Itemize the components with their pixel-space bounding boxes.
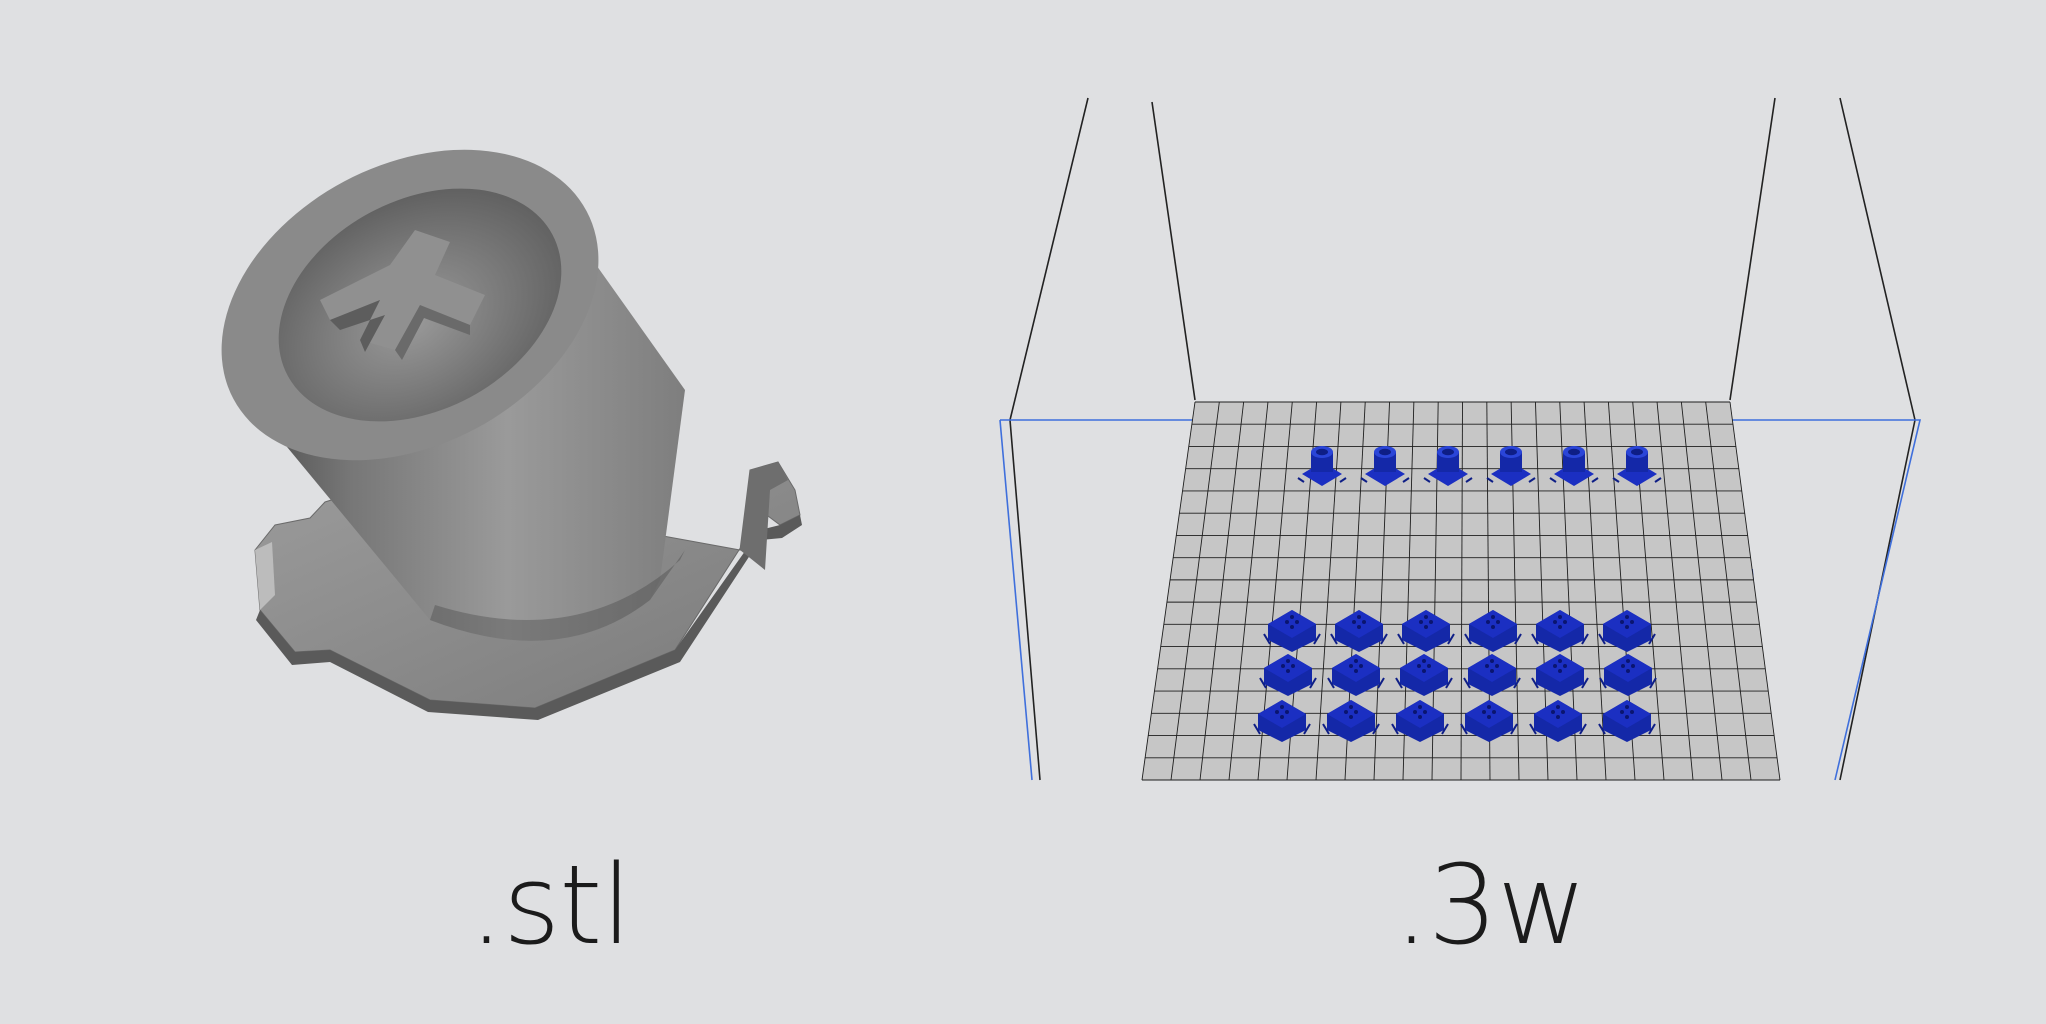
build-volume-render <box>999 97 1922 781</box>
grid-line-v <box>1680 401 1723 781</box>
large-part <box>1598 700 1656 742</box>
3w-label: .3w <box>1394 841 1587 969</box>
grid-line-v <box>1656 401 1694 781</box>
stl-model-view <box>180 130 900 750</box>
cross-key <box>320 230 485 360</box>
parts-layout <box>1253 446 1662 742</box>
3w-build-plate-view <box>980 80 1960 800</box>
large-part <box>1460 700 1518 742</box>
grid-line-v <box>1228 401 1269 781</box>
large-part <box>1531 654 1589 696</box>
large-part <box>1529 700 1587 742</box>
large-part <box>1463 654 1521 696</box>
large-part <box>1330 610 1388 652</box>
large-part <box>1391 700 1449 742</box>
build-volume-frame <box>1009 97 1916 781</box>
stl-part-render <box>221 149 802 720</box>
grid-line-v <box>1199 401 1245 781</box>
large-part <box>1259 654 1317 696</box>
small-part <box>1423 446 1473 486</box>
grid-line-v <box>1583 401 1607 781</box>
grid-line-v <box>1315 401 1342 781</box>
large-part <box>1327 654 1385 696</box>
bed-grid <box>1141 401 1781 781</box>
large-part <box>1322 700 1380 742</box>
cylinder-top-rim <box>221 149 599 461</box>
small-part <box>1612 446 1662 486</box>
small-part <box>1297 446 1347 486</box>
large-part <box>1395 654 1453 696</box>
small-part <box>1549 446 1599 486</box>
large-part <box>1531 610 1589 652</box>
grid-line-v <box>1729 401 1781 781</box>
grid-line-v <box>1705 401 1752 781</box>
small-part <box>1360 446 1410 486</box>
large-part <box>1253 700 1311 742</box>
large-part <box>1263 610 1321 652</box>
grid-line-v <box>1170 401 1220 781</box>
large-part <box>1599 654 1657 696</box>
large-part <box>1397 610 1455 652</box>
large-part <box>1464 610 1522 652</box>
small-part <box>1486 446 1536 486</box>
stl-label: .stl <box>469 841 632 969</box>
grid-line-v <box>1141 401 1196 781</box>
large-part <box>1598 610 1656 652</box>
grid-line-v <box>1460 401 1463 781</box>
